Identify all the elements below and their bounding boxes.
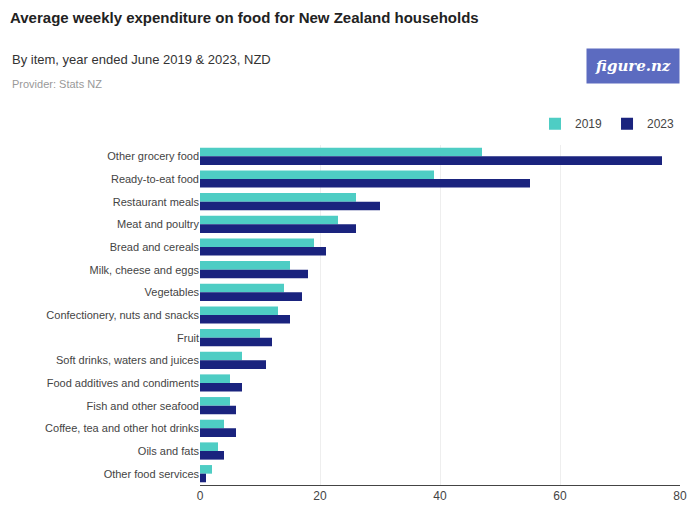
svg-text:Restaurant meals: Restaurant meals [113,196,200,208]
svg-text:Provider: Stats NZ: Provider: Stats NZ [12,78,102,90]
svg-text:Ready-to-eat food: Ready-to-eat food [111,173,199,185]
svg-text:2023: 2023 [647,117,674,131]
svg-text:40: 40 [433,489,447,503]
svg-text:20: 20 [313,489,327,503]
svg-text:60: 60 [553,489,567,503]
svg-text:Food additives and condiments: Food additives and condiments [47,377,200,389]
svg-text:Other grocery food: Other grocery food [107,150,199,162]
svg-text:Average weekly expenditure on: Average weekly expenditure on food for N… [10,9,479,26]
svg-text:Confectionery, nuts and snacks: Confectionery, nuts and snacks [46,309,199,321]
svg-text:Vegetables: Vegetables [145,286,200,298]
svg-text:2019: 2019 [575,117,602,131]
svg-text:Bread and cereals: Bread and cereals [110,241,200,253]
svg-text:Coffee, tea and other hot drin: Coffee, tea and other hot drinks [45,422,199,434]
svg-text:figure.nz: figure.nz [595,57,671,75]
svg-text:0: 0 [197,489,204,503]
svg-text:Soft drinks, waters and juices: Soft drinks, waters and juices [56,354,200,366]
svg-text:By item, year ended June 2019: By item, year ended June 2019 & 2023, NZ… [12,52,271,67]
svg-text:Oils and fats: Oils and fats [138,445,200,457]
svg-text:Milk, cheese and eggs: Milk, cheese and eggs [90,264,200,276]
svg-text:80: 80 [673,489,687,503]
svg-text:Fish and other seafood: Fish and other seafood [86,400,199,412]
svg-text:Meat and poultry: Meat and poultry [117,218,199,230]
svg-text:Other food services: Other food services [104,468,200,480]
svg-text:Fruit: Fruit [177,332,199,344]
